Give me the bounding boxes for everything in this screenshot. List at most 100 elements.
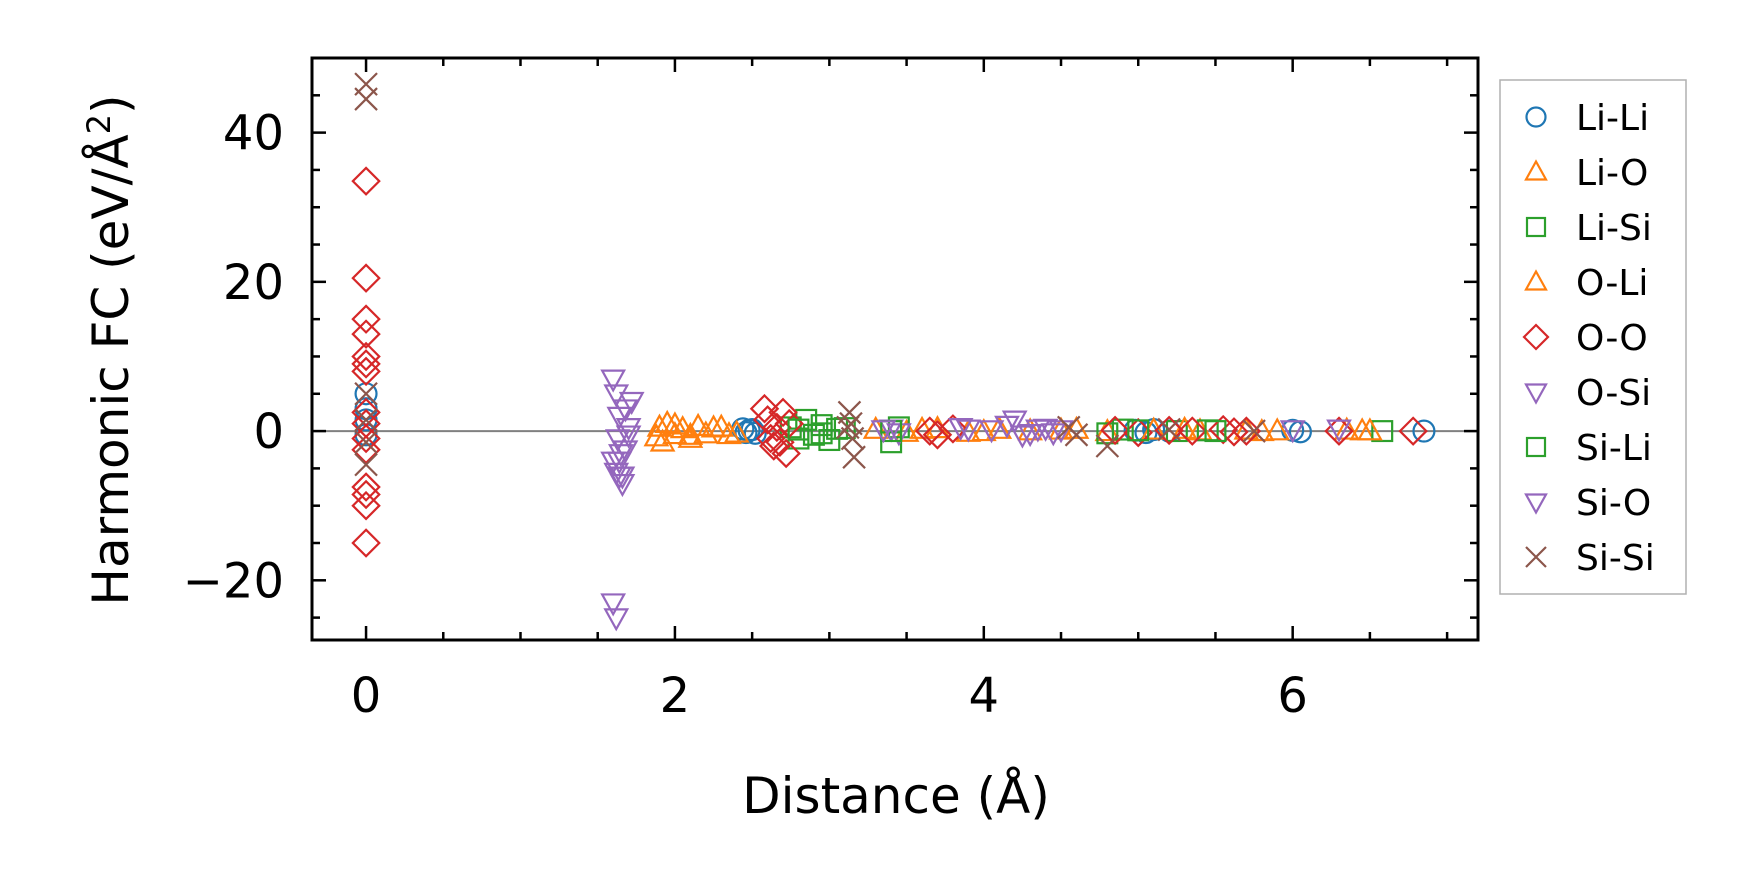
legend-label: Li-O [1576,153,1648,194]
data-point [677,424,704,448]
data-point [1357,417,1383,441]
x-tick-label: 6 [1277,668,1308,724]
data-point [606,451,633,475]
data-point [771,438,801,469]
data-point [870,420,897,444]
data-points [312,72,1478,632]
data-point [833,417,856,440]
y-axis-label-main: Harmonic FC (eV/Å [82,134,140,605]
legend-label: O-Li [1576,263,1648,304]
legend-item-li-li: Li-Li [1525,98,1649,139]
data-point [351,490,381,521]
legend-label: Si-Li [1576,428,1652,469]
legend-marker-li-si [1525,216,1547,238]
legend-label: O-Si [1576,373,1651,414]
data-point [1349,417,1376,441]
data-point [1412,419,1436,443]
data-point [1204,420,1227,443]
y-tick-label: 40 [223,106,284,162]
legend-item-si-li: Si-Li [1525,428,1652,469]
data-point [1242,419,1266,443]
series-si-si [354,72,1266,477]
data-point [810,422,833,445]
data-point [1100,415,1130,446]
legend-label: Li-Li [1576,98,1649,139]
data-point [914,416,945,446]
data-point [1095,434,1120,458]
data-point [1127,419,1150,442]
x-axis-label: Distance (Å) [742,767,1050,825]
data-point [662,411,688,435]
legend-item-si-si: Si-Si [1525,538,1655,579]
data-point [1001,410,1028,434]
legend-label: Si-O [1576,483,1651,524]
legend-label: Si-Si [1576,538,1655,579]
data-point [716,420,742,445]
series-o-si [600,369,1067,632]
data-point [354,452,378,477]
series-o-o [351,166,1428,558]
data-point [604,429,631,453]
data-point [1157,417,1181,442]
data-point [354,430,378,455]
data-point [600,593,627,617]
data-point [615,417,642,442]
data-point [970,418,997,442]
data-point [600,369,627,393]
data-point [609,466,636,490]
data-point [938,414,968,444]
data-point [649,428,676,452]
data-point [1017,417,1044,441]
data-point [700,414,727,438]
data-point [351,528,381,558]
plot-area [312,72,1478,632]
legend-label: Li-Si [1576,208,1652,249]
data-point [615,425,642,449]
data-point [351,472,381,502]
data-point [351,304,381,334]
data-point [351,349,381,379]
data-point [1264,417,1291,441]
data-point [608,444,634,468]
legend-marker-li-o [1524,159,1548,181]
data-point [1333,416,1360,440]
data-point [818,429,841,452]
legend-box [1499,79,1687,595]
plot-frame [310,56,1480,642]
data-point [947,417,974,442]
data-point [836,415,860,440]
data-point [955,419,982,443]
y-tick-label: −20 [183,553,284,609]
legend-marker-si-si [1525,546,1547,568]
legend-item-li-o: Li-O [1524,153,1648,194]
data-point [351,434,381,465]
legend-label: O-O [1576,318,1648,359]
legend-marker-o-li [1524,269,1548,291]
data-point [1111,418,1134,441]
legend-item-o-o: O-O [1522,318,1648,359]
data-point [618,391,645,416]
legend-item-o-li: O-Li [1524,263,1648,304]
data-point [1123,417,1153,448]
axes: 0 2 4 6 −20 0 20 40 [183,56,1480,724]
y-tick-label: 0 [253,404,284,460]
legend-item-si-o: Si-O [1524,483,1651,524]
data-point [1326,419,1352,443]
y-axis-label: Harmonic FC (eV/Å2) [80,94,140,605]
data-point [986,415,1013,439]
data-point [351,479,381,510]
data-point [354,87,378,111]
data-point [787,418,810,441]
data-point [354,381,378,406]
x-tick-label: 0 [351,668,382,724]
legend-marker-si-o [1524,493,1548,515]
data-point [1177,416,1208,446]
data-point [723,419,750,443]
data-point [1154,415,1184,446]
data-point [609,473,636,498]
legend-marker-o-o [1522,323,1550,351]
data-point [978,420,1005,444]
legend-marker-si-li [1525,436,1547,458]
data-point [743,421,767,445]
